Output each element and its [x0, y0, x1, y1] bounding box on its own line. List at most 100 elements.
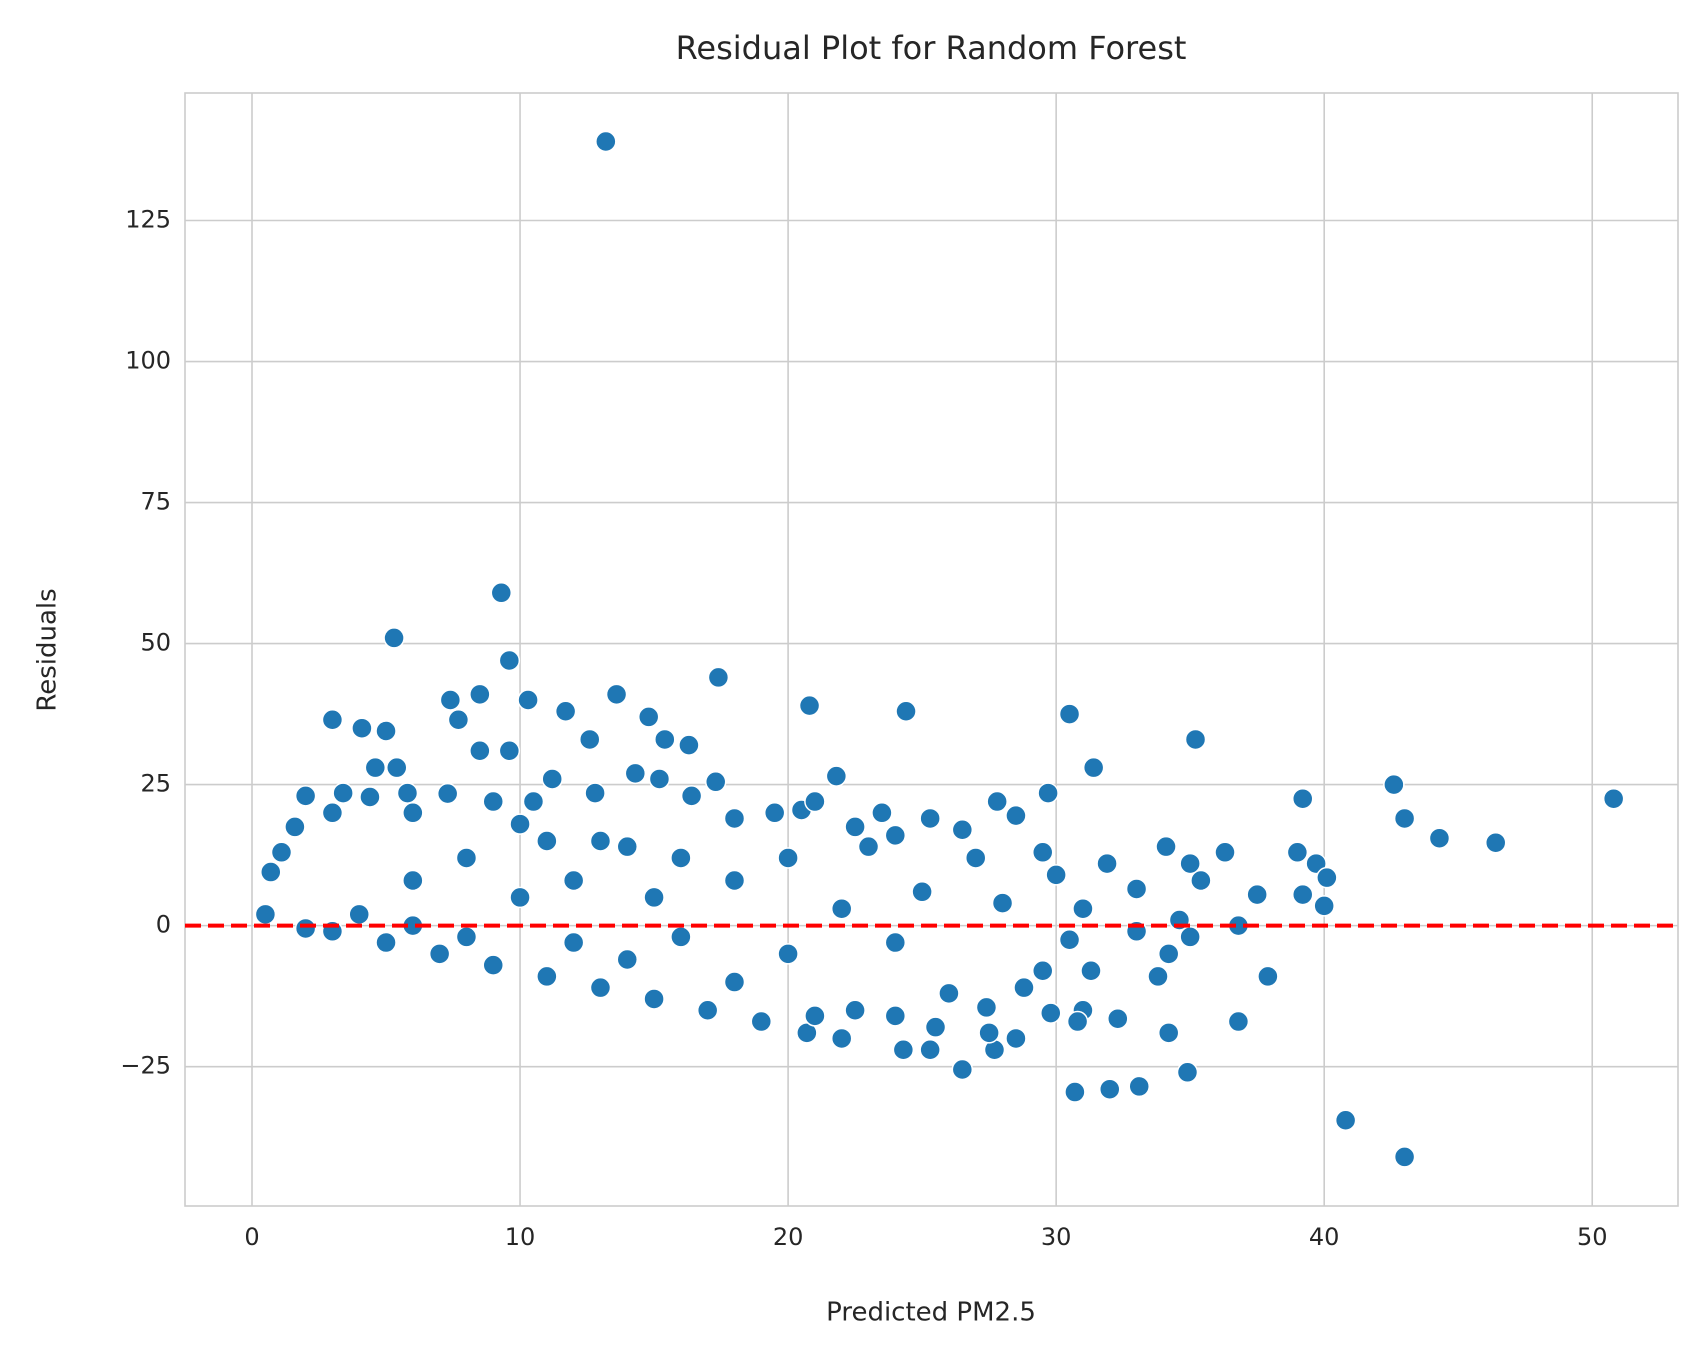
point [498, 649, 521, 672]
point [1098, 1078, 1121, 1100]
y-tick-label: 50 [140, 629, 171, 657]
point [1031, 960, 1054, 982]
x-tick-label: 40 [1309, 1223, 1340, 1251]
point [844, 816, 866, 838]
point [1080, 960, 1102, 982]
point [804, 790, 826, 813]
point [884, 931, 907, 954]
point [798, 694, 821, 717]
point [919, 807, 941, 830]
point [536, 965, 558, 988]
point [1128, 1075, 1150, 1098]
point [1291, 883, 1314, 906]
point [321, 708, 344, 731]
point [469, 683, 491, 706]
point [1484, 831, 1507, 854]
point [951, 1058, 974, 1081]
point [884, 1005, 907, 1027]
point [509, 886, 531, 909]
point [482, 954, 504, 976]
point [1157, 1022, 1180, 1044]
point [991, 892, 1014, 914]
point [455, 847, 478, 869]
point [1176, 1061, 1199, 1084]
point [359, 786, 381, 808]
point [1393, 807, 1416, 830]
plot-frame [184, 92, 1679, 1207]
point [1190, 869, 1212, 892]
point [924, 1016, 947, 1038]
y-tick-label: 25 [140, 770, 171, 798]
point [670, 926, 692, 948]
point [830, 1027, 853, 1050]
point [348, 903, 370, 926]
point [1184, 728, 1207, 751]
point [1157, 943, 1180, 965]
point [723, 869, 746, 892]
x-tick-label: 20 [773, 1223, 804, 1251]
point [1179, 926, 1201, 948]
point [294, 785, 317, 807]
point [364, 756, 387, 779]
point [455, 926, 478, 948]
point [1383, 773, 1405, 796]
point [509, 813, 531, 835]
point [254, 903, 277, 926]
point [541, 768, 563, 790]
point [383, 627, 405, 649]
point [522, 790, 545, 813]
point [670, 847, 692, 869]
point [777, 847, 799, 869]
point [1037, 782, 1059, 804]
point [1082, 756, 1105, 779]
x-tick-label: 0 [244, 1223, 259, 1251]
point [1286, 841, 1309, 864]
point [616, 835, 639, 858]
x-tick-label: 30 [1041, 1223, 1072, 1251]
point [704, 771, 727, 793]
point [892, 1038, 915, 1061]
point [321, 802, 344, 824]
point [1313, 895, 1335, 917]
point [975, 996, 998, 1019]
point [1291, 787, 1314, 810]
point [498, 740, 521, 762]
point [1257, 965, 1279, 988]
point [1005, 1027, 1027, 1050]
point [270, 841, 293, 864]
point [825, 765, 848, 787]
point [1040, 1002, 1062, 1024]
point [1393, 1146, 1416, 1168]
y-tick-label: 75 [140, 488, 171, 516]
point [911, 881, 933, 903]
point [951, 818, 974, 841]
point [1305, 852, 1327, 875]
point [332, 782, 354, 804]
point [436, 782, 459, 805]
point [830, 897, 853, 920]
point [1246, 883, 1268, 906]
point [643, 886, 665, 909]
point [1179, 852, 1201, 875]
point [1316, 866, 1338, 889]
point [536, 830, 558, 852]
point [844, 999, 866, 1022]
chart-title: Residual Plot for Random Forest [676, 29, 1187, 67]
point [589, 830, 612, 852]
point [624, 762, 647, 785]
y-tick-label: 0 [156, 911, 171, 939]
point [1031, 841, 1054, 864]
point [439, 689, 462, 711]
point [428, 943, 451, 965]
point [1214, 841, 1236, 864]
point [1064, 1081, 1086, 1103]
point [895, 700, 917, 723]
y-tick-label: 125 [125, 205, 171, 233]
point [707, 666, 730, 689]
x-tick-label: 50 [1577, 1223, 1608, 1251]
point [616, 948, 639, 971]
point [1005, 804, 1027, 827]
point [589, 976, 612, 999]
point [964, 847, 987, 869]
y-axis-label: Residuals [33, 588, 63, 711]
